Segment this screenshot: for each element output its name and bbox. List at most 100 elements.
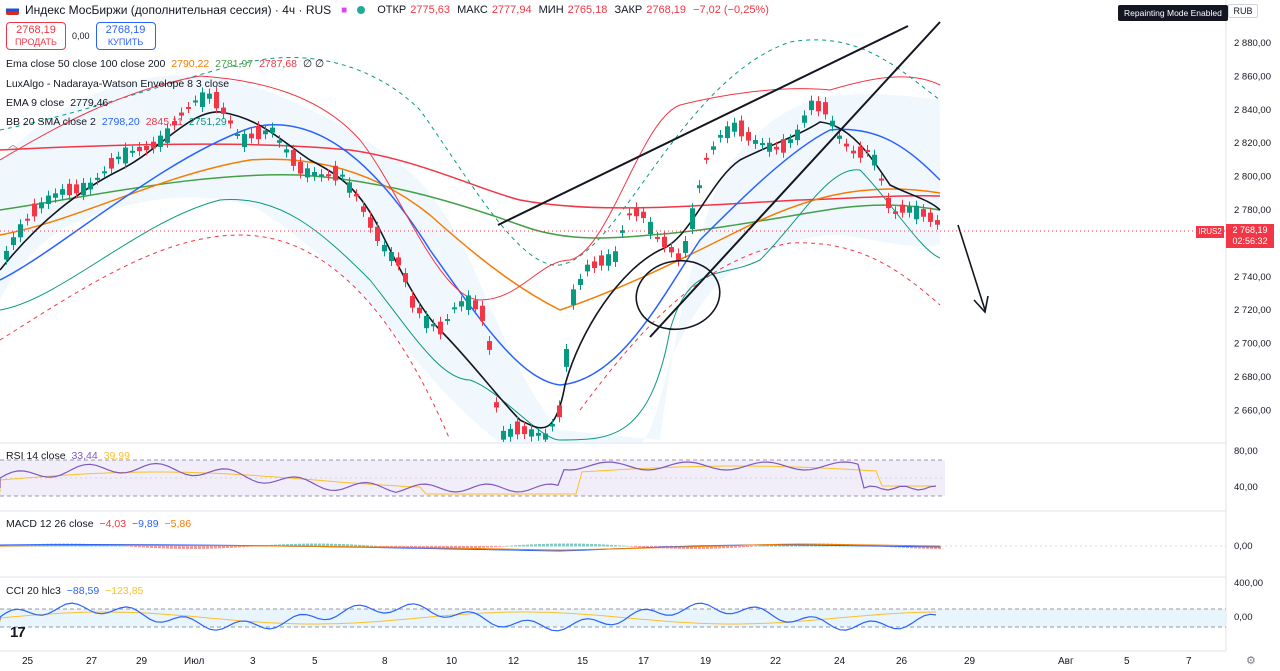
- candle-body: [921, 209, 926, 217]
- legend-rsi[interactable]: RSI 14 close 33,44 39,99: [6, 450, 133, 462]
- rsi-name: RSI 14 close: [6, 450, 66, 462]
- last-price-value: 2 768,19: [1232, 225, 1268, 235]
- candle-body: [137, 146, 142, 152]
- macd-histogram-bar: [738, 546, 741, 548]
- macd-histogram-bar: [222, 546, 225, 549]
- candle-body: [739, 120, 744, 137]
- macd-histogram-bar: [690, 546, 693, 549]
- candle-body: [480, 305, 485, 321]
- nwe-lower-line-2[interactable]: [579, 242, 941, 411]
- ema50-line[interactable]: [0, 158, 941, 311]
- legend-nwe[interactable]: LuxAlgo - Nadaraya-Watson Envelope 8 3 c…: [6, 78, 232, 90]
- candles-group[interactable]: [4, 87, 940, 442]
- macd-histogram-bar: [754, 545, 757, 547]
- candle-body: [39, 202, 44, 209]
- ohlc-low: 2765,18: [567, 4, 608, 16]
- candle-body: [508, 428, 513, 437]
- candle-body: [60, 189, 65, 195]
- macd-histogram-bar: [482, 546, 485, 548]
- repaint-badge: Repainting Mode Enabled: [1118, 5, 1228, 21]
- buy-button[interactable]: 2768,19 КУПИТЬ: [95, 22, 156, 50]
- cci-line[interactable]: [0, 602, 937, 632]
- macd-histogram-bar: [518, 545, 521, 547]
- time-axis-label: 3: [250, 656, 256, 667]
- settings-gear-icon[interactable]: ⚙: [1246, 655, 1256, 667]
- rsi-band: [0, 460, 945, 496]
- candle-body: [81, 182, 86, 196]
- macd-histogram-bar: [242, 546, 245, 548]
- macd-histogram-bar: [146, 546, 149, 548]
- macd-histogram-bar: [454, 546, 457, 549]
- macd-histogram-bar: [346, 544, 349, 547]
- time-axis-label: 19: [700, 656, 712, 667]
- highlight-ellipse[interactable]: [631, 254, 726, 336]
- nwe-upper-line[interactable]: [0, 39, 941, 266]
- candle-body: [571, 289, 576, 305]
- legend-ema[interactable]: Ema close 50 close 100 close 200 2790,22…: [6, 58, 327, 70]
- candle-body: [690, 208, 695, 230]
- trendline-upper[interactable]: [497, 25, 909, 226]
- price-axis-label: 2 800,00: [1234, 172, 1271, 183]
- candle-body: [501, 430, 506, 440]
- legend-bb[interactable]: BB 20 SMA close 2 2798,20 2845,11 2751,2…: [6, 116, 230, 128]
- candle-body: [585, 264, 590, 272]
- candle-body: [466, 295, 471, 310]
- price-axis-label: 2 860,00: [1234, 71, 1271, 82]
- symbol-title[interactable]: Индекс МосБиржи (дополнительная сессия) …: [25, 3, 332, 17]
- macd-histogram-bar: [586, 543, 589, 547]
- macd-histogram-bar: [118, 545, 121, 547]
- currency-selector[interactable]: RUB: [1228, 4, 1258, 18]
- rsi-line[interactable]: [0, 461, 937, 494]
- legend-macd[interactable]: MACD 12 26 close −4,03 −9,89 −5,86: [6, 518, 194, 530]
- candle-body: [907, 206, 912, 213]
- ohlc-high-label: МАКС: [457, 4, 488, 16]
- macd-histogram-bar: [378, 546, 381, 547]
- candle-body: [599, 255, 604, 266]
- legend-bb-value-1: 2798,20: [101, 116, 140, 128]
- macd-histogram-bar: [182, 546, 185, 549]
- candle-body: [298, 161, 303, 174]
- macd-histogram-bar: [198, 546, 201, 549]
- candle-body: [655, 236, 660, 239]
- market-status-icon[interactable]: [357, 6, 366, 14]
- candle-body: [627, 213, 632, 216]
- forecast-arrow[interactable]: [957, 224, 989, 314]
- ema9-line[interactable]: [0, 111, 941, 429]
- ema100-line[interactable]: [0, 173, 941, 239]
- color-dot-icon[interactable]: ■: [341, 4, 348, 16]
- trendline-lower[interactable]: [649, 21, 941, 338]
- rsi-signal-line[interactable]: [0, 465, 936, 495]
- candle-body: [487, 341, 492, 350]
- candle-body: [445, 319, 450, 322]
- macd-histogram-bar: [122, 545, 125, 547]
- time-axis-label: 10: [446, 656, 458, 667]
- macd-histogram-bar: [730, 546, 733, 548]
- candle-body: [270, 127, 275, 133]
- macd-histogram-bar: [294, 543, 297, 547]
- macd-histogram-bar: [514, 545, 517, 547]
- legend-ema9[interactable]: EMA 9 close 2779,46: [6, 97, 111, 109]
- bb-basis-line[interactable]: [0, 124, 941, 386]
- candle-body: [312, 172, 317, 176]
- collapse-legend-chevron-icon[interactable]: ︿: [8, 140, 18, 151]
- nwe-lower-line[interactable]: [0, 234, 451, 441]
- macd-histogram-bar: [450, 546, 453, 549]
- tradingview-logo-icon[interactable]: 17: [10, 624, 26, 641]
- macd-histogram-bar: [214, 546, 217, 549]
- time-axis-label: 5: [1124, 656, 1130, 667]
- macd-histogram-bar: [154, 546, 157, 549]
- candle-body: [928, 212, 933, 222]
- bb-lower-line[interactable]: [0, 169, 941, 441]
- candle-body: [543, 433, 548, 440]
- macd-histogram-bar: [694, 546, 697, 549]
- macd-histogram-bar: [178, 546, 181, 549]
- macd-signal-line[interactable]: [0, 543, 941, 551]
- bb-upper-line[interactable]: [0, 75, 941, 301]
- macd-histogram-bar: [726, 546, 729, 549]
- legend-cci[interactable]: CCI 20 hlc3 −88,59 −123,85: [6, 585, 146, 597]
- candle-body: [865, 149, 870, 152]
- cci-signal-line[interactable]: [0, 611, 937, 625]
- sell-button[interactable]: 2768,19 ПРОДАТЬ: [6, 22, 66, 50]
- macd-histogram-bar: [330, 543, 333, 547]
